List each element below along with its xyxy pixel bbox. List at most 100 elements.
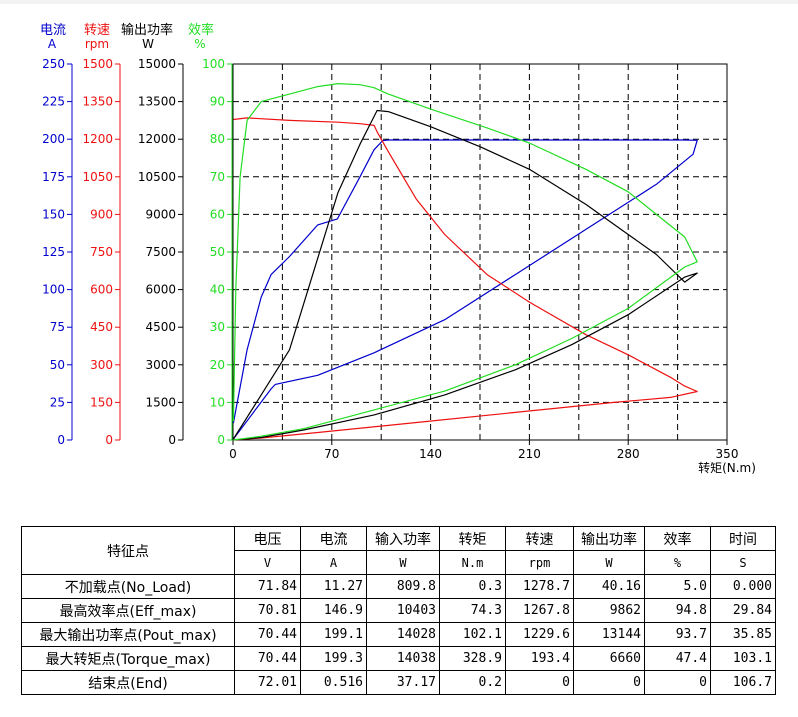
y-tick-label: 60 (210, 207, 225, 221)
table-cell: 11.27 (300, 574, 367, 599)
x-tick-label: 140 (419, 447, 442, 461)
axis-unit: W (142, 37, 154, 51)
table-cell: 146.9 (300, 598, 367, 623)
table-cell: 71.84 (234, 574, 301, 599)
table-cell: 0 (644, 670, 711, 695)
y-tick-label: 10500 (138, 170, 176, 184)
table-cell: 328.9 (439, 646, 506, 671)
y-tick-label: 150 (90, 395, 113, 409)
series-line (233, 117, 698, 441)
table-cell: 199.1 (300, 622, 367, 647)
table-cell: 103.1 (710, 646, 776, 671)
y-tick-label: 90 (210, 95, 225, 109)
table-cell: 6660 (573, 646, 645, 671)
axis-name: 转速 (84, 23, 110, 38)
y-tick-label: 50 (210, 245, 225, 259)
table-cell: 29.84 (710, 598, 776, 623)
table-cell: 809.8 (366, 574, 440, 599)
y-tick-label: 9000 (145, 207, 176, 221)
y-tick-label: 0 (105, 433, 113, 447)
y-tick-label: 225 (42, 95, 65, 109)
table-row: 结束点(End) 72.01 0.516 37.17 0.2 0 0 0 106… (21, 670, 776, 695)
table-cell: 37.17 (366, 670, 440, 695)
y-tick-label: 1050 (82, 170, 113, 184)
y-tick-label: 100 (42, 283, 65, 297)
y-tick-label: 70 (210, 170, 225, 184)
y-tick-label: 15000 (138, 57, 176, 71)
table-cell: 0.2 (439, 670, 506, 695)
table-row: 最大输出功率点(Pout_max) 70.44 199.1 14028 102.… (21, 622, 776, 647)
series-line (232, 109, 698, 441)
table-cell: 13144 (573, 622, 645, 647)
y-tick-label: 3000 (145, 358, 176, 372)
x-tick-label: 280 (617, 447, 640, 461)
header-feature: 特征点 (21, 526, 235, 575)
table-cell: 0.516 (300, 670, 367, 695)
y-tick-label: 0 (217, 433, 225, 447)
y-tick-label: 40 (210, 283, 225, 297)
table-cell: 0 (505, 670, 574, 695)
table-cell: 193.4 (505, 646, 574, 671)
header-cell: 效率 (644, 526, 711, 551)
axis-name: 效率 (188, 22, 214, 38)
x-tick-label: 210 (518, 447, 541, 461)
table-cell: 72.01 (234, 670, 301, 695)
table-row: 最大转矩点(Torque_max) 70.44 199.3 14038 328.… (21, 646, 776, 671)
table-cell: 106.7 (710, 670, 776, 695)
table-cell: 0.3 (439, 574, 506, 599)
table-cell: 10403 (366, 598, 440, 623)
header-cell: 输出功率 (573, 526, 645, 551)
table-cell: 1229.6 (505, 622, 574, 647)
header-cell: 电流 (300, 526, 367, 551)
series-line (232, 82, 698, 441)
unit-cell: % (644, 550, 711, 575)
axis-unit: A (48, 37, 57, 51)
y-tick-label: 200 (42, 132, 65, 146)
row-name: 最大转矩点(Torque_max) (21, 646, 235, 671)
table-cell: 14038 (366, 646, 440, 671)
x-tick-label: 350 (716, 447, 739, 461)
table-cell: 93.7 (644, 622, 711, 647)
y-tick-label: 1350 (82, 95, 113, 109)
x-tick-label: 0 (229, 447, 237, 461)
y-tick-label: 1500 (145, 395, 176, 409)
y-tick-label: 600 (90, 283, 113, 297)
axis-name: 电流 (40, 23, 66, 38)
unit-cell: V (234, 550, 301, 575)
y-tick-label: 4500 (145, 320, 176, 334)
axis-unit: % (194, 37, 205, 51)
x-tick-label: 70 (324, 447, 339, 461)
y-tick-label: 10 (210, 395, 225, 409)
table-header-row: 特征点 电压 电流 输入功率 转矩 转速 输出功率 效率 时间 (21, 526, 776, 575)
table-cell: 1267.8 (505, 598, 574, 623)
y-tick-label: 1500 (82, 57, 113, 71)
y-tick-label: 12000 (138, 132, 176, 146)
y-tick-label: 7500 (145, 245, 176, 259)
table-cell: 74.3 (439, 598, 506, 623)
y-tick-label: 750 (90, 245, 113, 259)
axis-unit: rpm (85, 37, 109, 51)
unit-cell: W (573, 550, 645, 575)
y-tick-label: 100 (202, 57, 225, 71)
motor-characteristic-chart: 0255075100125150175200225250电流A015030045… (40, 22, 756, 475)
x-axis-label: 转矩(N.m) (698, 460, 756, 475)
table-cell: 70.44 (234, 646, 301, 671)
y-tick-label: 450 (90, 320, 113, 334)
y-tick-label: 13500 (138, 95, 176, 109)
header-cell: 转速 (505, 526, 574, 551)
header-cell: 输入功率 (366, 526, 440, 551)
unit-cell: A (300, 550, 367, 575)
row-name: 最大输出功率点(Pout_max) (21, 622, 235, 647)
row-name: 最高效率点(Eff_max) (21, 598, 235, 623)
table-cell: 40.16 (573, 574, 645, 599)
y-tick-label: 20 (210, 358, 225, 372)
y-tick-label: 150 (42, 207, 65, 221)
table-row: 不加载点(No_Load) 71.84 11.27 809.8 0.3 1278… (21, 574, 776, 599)
header-cell: 转矩 (439, 526, 506, 551)
table-cell: 0.000 (710, 574, 776, 599)
table-cell: 70.44 (234, 622, 301, 647)
header-cell: 时间 (710, 526, 776, 551)
table-row: 最高效率点(Eff_max) 70.81 146.9 10403 74.3 12… (21, 598, 776, 623)
y-tick-label: 250 (42, 57, 65, 71)
y-tick-label: 6000 (145, 283, 176, 297)
